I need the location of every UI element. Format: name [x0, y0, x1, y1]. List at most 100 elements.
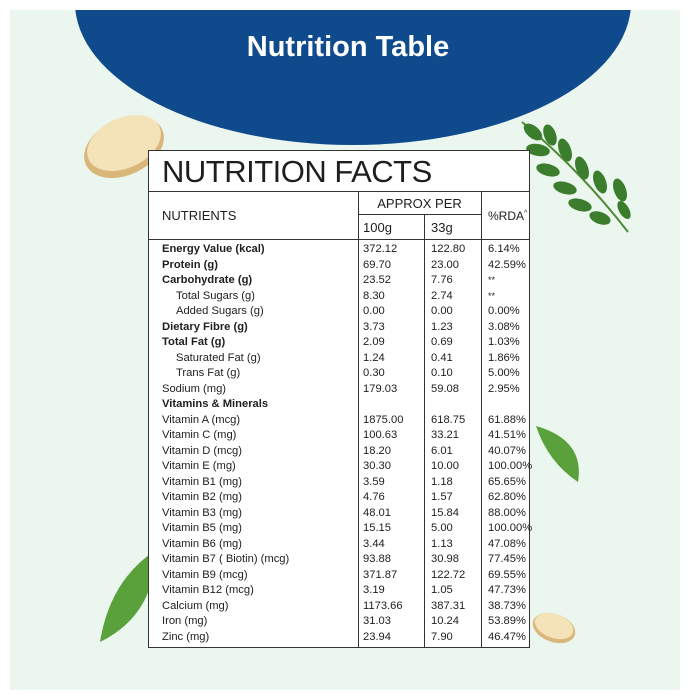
- ginger-slice: [84, 114, 164, 178]
- nutrient-name: Vitamin B7 ( Biotin) (mcg): [162, 553, 290, 566]
- nutrient-name: Vitamin B3 (mg): [162, 506, 242, 519]
- value-100g: 0.00: [363, 305, 385, 318]
- value-33g: 0.41: [431, 351, 453, 364]
- nutrient-name: Dietary Fibre (g): [162, 320, 248, 333]
- nutrient-name: Vitamin B1 (mg): [162, 475, 242, 488]
- ginger-slice-small: [532, 612, 576, 644]
- value-33g: 33.21: [431, 429, 459, 442]
- value-100g: 23.52: [363, 274, 391, 287]
- nutrient-name: Vitamin C (mg): [162, 429, 237, 442]
- value-100g: 30.30: [363, 460, 391, 473]
- value-33g: 7.76: [431, 274, 453, 287]
- nutrient-name: Vitamin B2 (mg): [162, 491, 242, 504]
- value-33g: 122.72: [431, 568, 466, 581]
- column-header: 33g: [431, 220, 453, 235]
- nutrient-name: Vitamin D (mcg): [162, 444, 242, 457]
- rda-value: 100.00%: [488, 522, 533, 535]
- rda-value: 41.51%: [488, 429, 526, 442]
- rule: [358, 214, 481, 215]
- nutrient-name: Vitamin A (mcg): [162, 413, 241, 426]
- nutrition-table: NUTRITION FACTS NUTRIENTS APPROX PER 100…: [148, 150, 533, 648]
- rda-value: 42.59%: [488, 258, 526, 271]
- nutrient-name: Vitamin B6 (mg): [162, 537, 242, 550]
- nutrient-name: Calcium (mg): [162, 599, 229, 612]
- value-33g: 7.90: [431, 631, 453, 643]
- rule: [481, 191, 482, 647]
- column-header: %RDA^: [488, 209, 527, 223]
- nutrient-name: Energy Value (kcal): [162, 243, 265, 255]
- rule: [149, 191, 529, 192]
- nutrient-name: Iron (mg): [162, 615, 208, 628]
- rda-value: 88.00%: [488, 506, 526, 519]
- moringa-leaves: [521, 121, 631, 233]
- rda-value: 40.07%: [488, 444, 526, 457]
- nutrient-name: Vitamin B9 (mcg): [162, 568, 248, 581]
- value-100g: 1173.66: [363, 599, 403, 612]
- value-100g: 31.03: [363, 615, 391, 628]
- value-100g: 0.30: [363, 367, 385, 380]
- value-100g: 371.87: [363, 568, 398, 581]
- table-heading: NUTRITION FACTS: [162, 154, 432, 189]
- value-100g: 1875.00: [363, 413, 404, 426]
- nutrient-name: Added Sugars (g): [176, 305, 264, 318]
- footnote-mark: ^: [524, 210, 528, 217]
- page-title: Nutrition Table: [246, 31, 450, 63]
- value-33g: 1.57: [431, 491, 453, 504]
- rda-value: 77.45%: [488, 553, 526, 566]
- value-100g: 2.09: [363, 336, 385, 349]
- rda-value: 1.86%: [488, 351, 520, 364]
- nutrient-name: Vitamin E (mg): [162, 460, 236, 473]
- value-100g: 3.19: [363, 584, 385, 597]
- rda-value: 65.65%: [488, 475, 526, 488]
- rule: [358, 191, 359, 647]
- rda-value: **: [488, 275, 496, 286]
- value-100g: 93.88: [363, 553, 391, 566]
- rda-value: 5.00%: [488, 367, 520, 380]
- nutrient-name: Vitamins & Minerals: [162, 398, 269, 411]
- value-33g: 1.05: [431, 584, 453, 597]
- value-33g: 0.69: [431, 336, 453, 349]
- nutrient-name: Zinc (mg): [162, 631, 210, 643]
- value-33g: 1.13: [431, 537, 453, 550]
- rda-value: 47.08%: [488, 537, 526, 550]
- rda-value: 46.47%: [488, 631, 526, 643]
- value-33g: 387.31: [431, 599, 466, 612]
- rda-value: 3.08%: [488, 320, 520, 333]
- rda-value: 0.00%: [488, 305, 520, 318]
- value-100g: 179.03: [363, 382, 398, 395]
- rule: [149, 239, 529, 240]
- value-100g: 48.01: [363, 506, 391, 519]
- value-33g: 23.00: [431, 258, 459, 271]
- nutrient-name: Protein (g): [162, 258, 218, 271]
- rda-value: 38.73%: [488, 599, 526, 612]
- rda-value: 61.88%: [488, 413, 526, 426]
- value-33g: 10.00: [431, 460, 459, 473]
- rda-value: 2.95%: [488, 382, 520, 395]
- value-100g: 3.59: [363, 475, 385, 488]
- rda-value: 47.73%: [488, 584, 526, 597]
- value-33g: 30.98: [431, 553, 459, 566]
- value-100g: 69.70: [363, 258, 391, 271]
- leaf-right: [536, 426, 579, 482]
- rda-value: 69.55%: [488, 568, 526, 581]
- value-100g: 23.94: [363, 631, 391, 643]
- value-100g: 18.20: [363, 444, 391, 457]
- leaf-left: [100, 550, 156, 642]
- column-header: NUTRIENTS: [162, 208, 237, 223]
- value-100g: 15.15: [363, 522, 391, 535]
- nutrient-name: Total Fat (g): [162, 336, 226, 349]
- rule: [424, 214, 425, 647]
- rda-value: 100.00%: [488, 460, 533, 473]
- value-33g: 0.10: [431, 367, 453, 380]
- value-33g: 1.18: [431, 475, 453, 488]
- value-33g: 5.00: [431, 522, 453, 535]
- value-33g: 2.74: [431, 289, 453, 302]
- column-header: 100g: [363, 220, 392, 235]
- value-100g: 100.63: [363, 429, 398, 442]
- nutrient-name: Saturated Fat (g): [176, 351, 261, 364]
- value-100g: 1.24: [363, 351, 385, 364]
- nutrient-name: Carbohydrate (g): [162, 274, 253, 287]
- value-100g: 4.76: [363, 491, 385, 504]
- value-33g: 6.01: [431, 444, 453, 457]
